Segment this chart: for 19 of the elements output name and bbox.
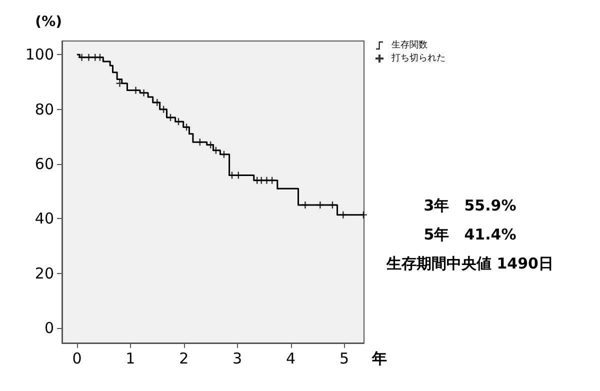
y-tick-label: 80 <box>34 100 54 118</box>
y-tick-label: 60 <box>34 154 54 173</box>
x-axis-title: 年 <box>371 350 387 368</box>
y-tick-label: 100 <box>25 46 54 64</box>
y-tick-label: 40 <box>34 210 54 228</box>
x-tick-label: 2 <box>179 350 189 368</box>
legend-label: 打ち切られた <box>390 52 446 64</box>
x-tick-label: 5 <box>339 350 349 368</box>
text: 5年 41.4% <box>424 226 516 244</box>
x-tick-label: 0 <box>72 350 82 368</box>
text: 生存期間中央値 1490日 <box>386 254 554 272</box>
x-tick-label: 4 <box>286 350 296 368</box>
y-tick-label: 0 <box>44 318 54 337</box>
x-tick-label: 3 <box>232 350 242 368</box>
text: 3年 55.9% <box>424 196 516 214</box>
y-tick-label: 20 <box>34 264 54 282</box>
y-axis-title: (%) <box>35 14 62 30</box>
legend-label: 生存関数 <box>392 40 428 50</box>
x-tick-label: 1 <box>126 350 136 368</box>
